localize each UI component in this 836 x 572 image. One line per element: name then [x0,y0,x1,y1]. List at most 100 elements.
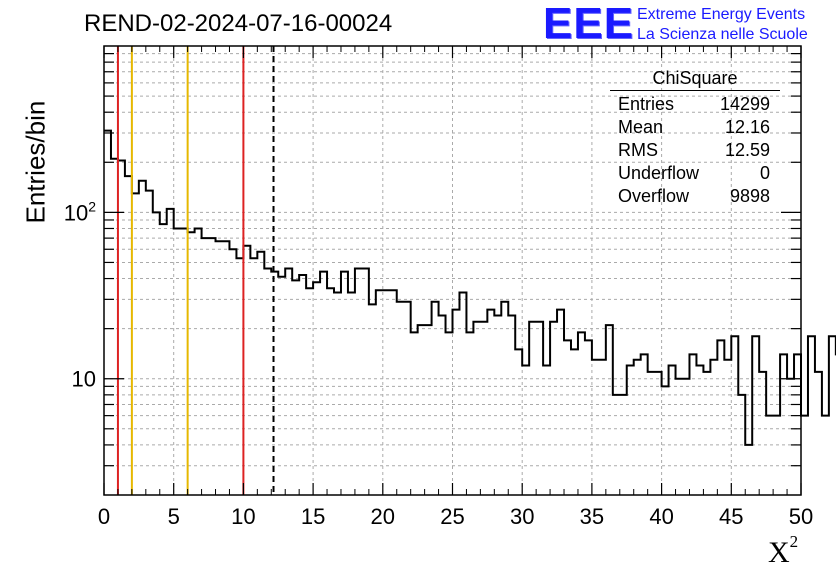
histogram-bin [216,241,223,495]
histogram-bin [362,268,369,495]
y-axis-label-wrap: Entries/bin [4,101,51,224]
histogram-bin [515,349,522,495]
histogram-bin [683,379,690,495]
histogram-bin [243,246,250,495]
histogram-bin [425,325,432,495]
x-tick-label: 15 [301,504,325,529]
x-tick-label: 50 [789,504,813,529]
stats-label: Mean [618,117,664,137]
histogram-bin [773,416,780,495]
histogram-bin [236,258,243,495]
y-tick-label: 102 [64,198,96,225]
histogram-bin [613,395,620,495]
histogram-bin [327,288,334,495]
histogram-bin [627,366,634,495]
histogram-bin [104,131,111,495]
x-tick-label: 40 [649,504,673,529]
histogram-bin [536,322,543,495]
histogram-bin [759,372,766,495]
x-tick-label: 25 [440,504,464,529]
histogram-bin [808,336,815,495]
stats-row-entries: Entries 14299 [610,93,780,116]
histogram-bin [146,191,153,495]
stats-value: 9898 [729,186,770,206]
histogram-bin [801,416,808,495]
x-axis-label-sup: 2 [789,532,799,551]
histogram-bin [676,379,683,495]
histogram-bin [822,416,829,495]
logo-line-2: La Scienza nelle Scuole [637,26,808,43]
histogram-bin [703,372,710,495]
histogram-bin [585,340,592,495]
stats-row-underflow: Underflow 0 [610,162,780,185]
stats-box: ChiSquare Entries 14299 Mean 12.16 RMS 1… [610,68,780,208]
histogram-bin [752,336,759,495]
histogram-bin [620,395,627,495]
histogram-bin [390,290,397,495]
histogram-bin [132,193,139,495]
histogram-bin [550,322,557,495]
histogram-bin [655,372,662,495]
histogram-bin [710,360,717,495]
histogram-bin [313,282,320,495]
axes-layer: 0 5 10 15 20 25 30 35 40 45 50 10 102 [64,45,813,529]
histogram-bin [446,332,453,495]
histogram-bin [195,228,202,495]
stats-label: RMS [618,140,658,160]
histogram-bin [522,366,529,495]
histogram-bin [557,310,564,495]
histogram-bin [662,386,669,495]
histogram-bin [188,232,195,495]
histogram-bin [501,302,508,495]
histogram-bin [508,315,515,495]
histogram-bin [209,238,216,495]
histogram-bin [780,354,787,495]
histogram-bin [724,360,731,495]
stats-row-rms: RMS 12.59 [610,139,780,162]
histogram-bin [696,366,703,495]
histogram-bin [634,360,641,495]
histogram-bin [766,416,773,495]
histogram-bin [278,277,285,495]
histogram-bin [174,228,181,495]
histogram-bin [815,372,822,495]
histogram-layer [104,129,836,495]
histogram-bin [285,268,292,495]
x-tick-label: 10 [231,504,255,529]
histogram-bin [271,272,278,495]
stats-value: 12.59 [724,140,770,160]
histogram-bin [717,340,724,495]
histogram-bin [592,360,599,495]
stats-row-mean: Mean 12.16 [610,116,780,139]
histogram-bin [264,268,271,495]
histogram-bin [738,395,745,495]
histogram-bin [299,275,306,495]
x-axis-label: X2 [768,532,798,570]
histogram-bin [418,325,425,495]
eee-logo: EEE Extreme Energy Events La Scienza nel… [543,2,833,46]
stats-label: Entries [618,94,675,114]
histogram-bin [794,354,801,495]
histogram-bin [160,224,167,495]
histogram-bin [181,228,188,495]
histogram-bin [404,302,411,495]
histogram-bin [745,445,752,495]
histogram-bin [459,292,466,495]
histogram-bin [257,252,264,495]
histogram-bin [787,379,794,495]
histogram-bin [125,176,132,495]
grid-layer [104,46,801,495]
histogram-bin [432,302,439,495]
histogram-bin [487,310,494,495]
y-axis-label: Entries/bin [20,100,51,224]
stats-value: 12.16 [724,117,770,137]
histogram-outline [104,129,836,446]
histogram-bin [466,332,473,495]
histogram-bin [383,290,390,495]
histogram-bin [334,292,341,495]
y-tick-label: 10 [72,367,96,392]
x-tick-label: 20 [371,504,395,529]
x-axis-label-base: X [768,536,790,569]
histogram-bin [229,249,236,495]
